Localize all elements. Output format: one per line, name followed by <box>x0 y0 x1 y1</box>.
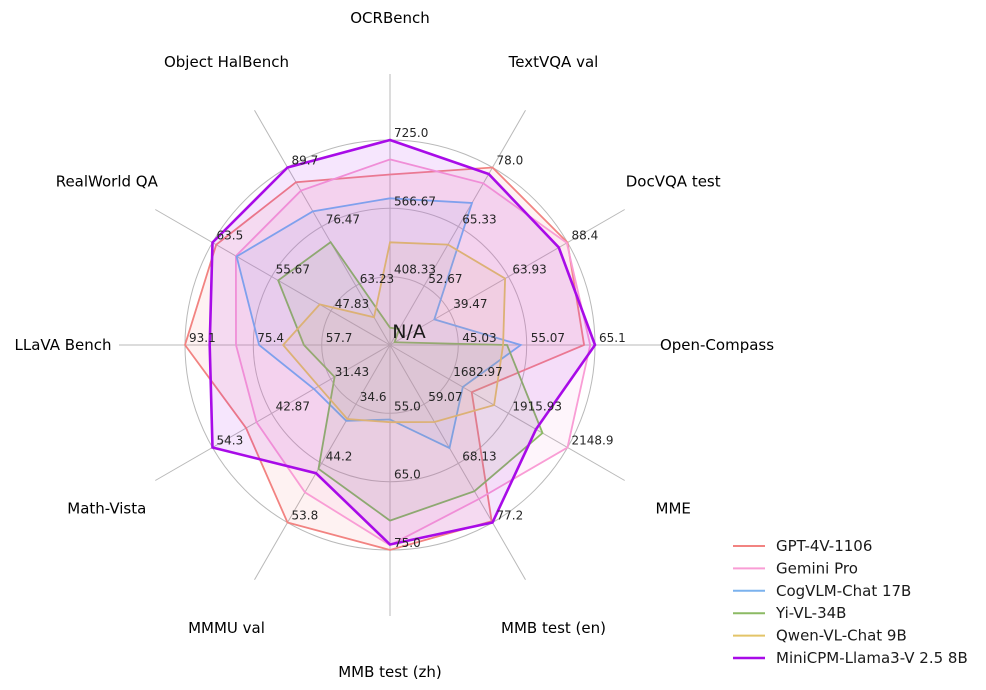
axis-spoke <box>389 110 526 346</box>
axis-title-open-compass: Open-Compass <box>660 336 774 354</box>
legend-item: GPT-4V-1106 <box>733 537 872 555</box>
tick-label: 55.0 <box>394 399 421 413</box>
tick-label: 63.5 <box>217 229 244 243</box>
axis-title-mmb-test-zh-: MMB test (zh) <box>338 663 442 681</box>
tick-label: 34.6 <box>360 390 387 404</box>
axis-title-llava-bench: LLaVA Bench <box>14 336 111 354</box>
grid-ring <box>252 207 528 483</box>
axis-title-mmmu-val: MMMU val <box>188 619 265 637</box>
legend-item: CogVLM-Chat 17B <box>733 582 911 600</box>
axis-spoke <box>155 344 391 481</box>
tick-label: 566.67 <box>394 194 436 208</box>
tick-label: 89.7 <box>292 154 319 168</box>
axis-title-mmb-test-en-: MMB test (en) <box>501 619 606 637</box>
legend-label: MiniCPM-Llama3-V 2.5 8B <box>776 649 968 667</box>
tick-label: 52.67 <box>428 272 462 286</box>
tick-label: 77.2 <box>497 509 524 523</box>
center-na-label: N/A <box>392 321 426 343</box>
axis-spoke <box>389 344 526 580</box>
tick-label: 1915.93 <box>512 399 562 413</box>
legend-label: Gemini Pro <box>776 559 858 577</box>
legend-item: Gemini Pro <box>733 559 858 577</box>
tick-label: 31.43 <box>335 365 369 379</box>
legend-label: Yi-VL-34B <box>775 604 846 622</box>
series-polygon-yi-vl-34b <box>277 240 544 522</box>
legend-label: CogVLM-Chat 17B <box>776 582 911 600</box>
tick-label: 53.8 <box>292 509 319 523</box>
tick-label: 2148.9 <box>572 434 614 448</box>
axis-title-mme: MME <box>656 500 691 518</box>
tick-label: 65.1 <box>599 331 626 345</box>
axis-title-docvqa-test: DocVQA test <box>626 173 721 191</box>
axis-spoke <box>389 209 625 346</box>
tick-label: 63.23 <box>360 272 394 286</box>
axis-title-math-vista: Math-Vista <box>67 500 146 518</box>
legend: GPT-4V-1106 Gemini Pro CogVLM-Chat 17B Yi-V… <box>733 537 968 667</box>
tick-label: 93.1 <box>189 331 216 345</box>
tick-label: 75.0 <box>394 536 421 550</box>
tick-label: 78.0 <box>497 154 524 168</box>
legend-item: MiniCPM-Llama3-V 2.5 8B <box>733 649 968 667</box>
legend-label: Qwen-VL-Chat 9B <box>776 627 907 645</box>
tick-label: 59.07 <box>428 390 462 404</box>
tick-label: 55.67 <box>276 263 310 277</box>
axis-title-ocrbench: OCRBench <box>350 9 429 27</box>
tick-label: 65.33 <box>462 213 496 227</box>
axis-title-object-halbench: Object HalBench <box>164 53 289 71</box>
grid-ring <box>321 276 459 414</box>
tick-label: 42.87 <box>276 399 310 413</box>
tick-label: 55.07 <box>531 331 565 345</box>
tick-label: 408.33 <box>394 263 436 277</box>
radar-tick-labels: 408.33 566.67 725.0 52.67 65.33 78.0 39.47 63.9… <box>189 126 626 550</box>
axis-spoke <box>389 344 625 481</box>
tick-label: 1682.97 <box>453 365 503 379</box>
axis-title-realworld-qa: RealWorld QA <box>56 173 159 191</box>
tick-label: 725.0 <box>394 126 428 140</box>
legend-label: GPT-4V-1106 <box>776 537 872 555</box>
tick-label: 44.2 <box>326 449 353 463</box>
tick-label: 68.13 <box>462 449 496 463</box>
tick-label: 39.47 <box>453 297 487 311</box>
series-polygon-cogvlm-chat-17b <box>235 197 523 450</box>
legend-item: Qwen-VL-Chat 9B <box>733 627 907 645</box>
tick-label: 54.3 <box>217 434 244 448</box>
tick-label: 88.4 <box>572 229 599 243</box>
axis-spoke <box>254 110 391 346</box>
tick-label: 65.0 <box>394 468 421 482</box>
tick-label: 47.83 <box>335 297 369 311</box>
axis-spoke <box>254 344 391 580</box>
axis-titles: OCRBench TextVQA val DocVQA test Open-Compa… <box>14 9 774 681</box>
legend-item: Yi-VL-34B <box>733 604 846 622</box>
series-polygon-qwen-vl-chat-9b <box>281 241 507 424</box>
tick-label: 63.93 <box>512 263 546 277</box>
axis-title-textvqa-val: TextVQA val <box>508 53 599 71</box>
axis-spoke <box>155 209 391 346</box>
tick-label: 57.7 <box>326 331 353 345</box>
tick-label: 76.47 <box>326 213 360 227</box>
radar-series <box>184 138 597 551</box>
tick-label: 45.03 <box>462 331 496 345</box>
tick-label: 75.4 <box>257 331 284 345</box>
series-polygon-minicpm-llama3-v-2-5-8b <box>208 138 597 546</box>
